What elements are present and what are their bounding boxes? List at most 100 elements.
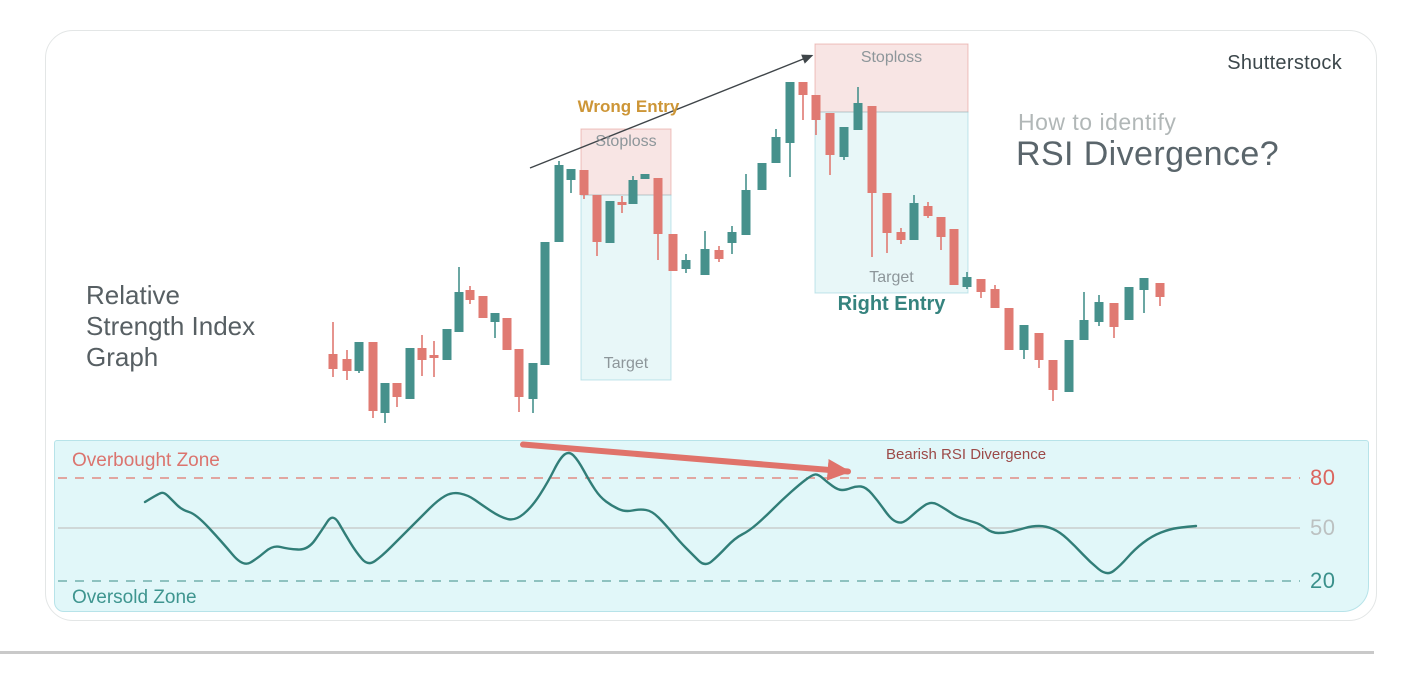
candle-body (1064, 340, 1074, 392)
candle-body (554, 165, 564, 242)
candle-body (990, 289, 1000, 308)
candle (1094, 295, 1104, 326)
candle (605, 201, 615, 243)
candle-body (354, 342, 364, 371)
candle (771, 129, 781, 163)
candle-body (853, 103, 863, 130)
wrong-entry-label: Wrong Entry (577, 97, 680, 116)
candle-body (380, 383, 390, 413)
candles-layer (328, 82, 1165, 423)
candle-body (896, 232, 906, 240)
candle-body (936, 217, 946, 237)
candle (429, 341, 439, 377)
rsi-layer (58, 441, 1300, 582)
candle (990, 285, 1000, 308)
candle-body (605, 201, 615, 243)
brand-watermark: Shutterstock (1227, 52, 1342, 74)
candle (514, 349, 524, 412)
candle (1124, 287, 1134, 320)
rsi-level-20: 20 (1310, 568, 1336, 593)
candle-body (771, 137, 781, 163)
candle (380, 383, 390, 423)
candle-body (700, 249, 710, 275)
candle-body (757, 163, 767, 190)
candle (628, 176, 638, 204)
candle (1079, 292, 1089, 340)
candle (354, 342, 364, 373)
candle-body (882, 193, 892, 233)
candle (328, 322, 338, 377)
candle (962, 272, 972, 289)
stoploss-label-2: Stoploss (860, 49, 923, 66)
price-chart-label-line3: Graph (86, 342, 159, 372)
candle-body (617, 202, 627, 205)
candle-body (962, 277, 972, 287)
rsi-level-80: 80 (1310, 465, 1336, 490)
candle-body (368, 342, 378, 411)
candle (825, 113, 835, 175)
overbought-zone-label: Overbought Zone (72, 450, 220, 471)
candle-body (909, 203, 919, 240)
candle (592, 195, 602, 256)
candle (653, 178, 663, 260)
candle (579, 170, 589, 199)
candle (1064, 340, 1074, 392)
price-chart-label: Relative Strength Index Graph (86, 280, 255, 373)
candle (1048, 360, 1058, 401)
candle-body (714, 250, 724, 259)
right-entry-label: Right Entry (837, 293, 946, 315)
candle (896, 228, 906, 244)
candle (1034, 333, 1044, 368)
candle-body (798, 82, 808, 95)
candle (882, 193, 892, 253)
candle-body (417, 348, 427, 360)
candle-body (490, 313, 500, 322)
rsi-panel (54, 440, 1369, 612)
candle (681, 254, 691, 273)
candle (640, 174, 650, 179)
candle (853, 87, 863, 130)
page-subtitle: How to identify (1018, 109, 1177, 135)
candle (798, 82, 808, 120)
candle-body (442, 329, 452, 360)
candle-body (811, 95, 821, 120)
annotation-layer (529, 54, 814, 169)
candle (839, 127, 849, 160)
candle-body (342, 359, 352, 371)
candle (478, 296, 488, 318)
candle-body (839, 127, 849, 157)
candle-body (1094, 302, 1104, 322)
candle-body (465, 290, 475, 300)
higher-high-trend-arrow (529, 54, 814, 169)
candle (1109, 303, 1119, 338)
candle (417, 335, 427, 376)
candle-body (628, 180, 638, 204)
candle-body (328, 354, 338, 369)
candle-body (429, 355, 439, 358)
price-chart-label-line2: Strength Index (86, 311, 256, 341)
candle-body (579, 170, 589, 195)
candle (554, 161, 564, 242)
candle (1004, 308, 1014, 350)
candle (757, 163, 767, 190)
candle-body (1034, 333, 1044, 360)
candle (392, 383, 402, 407)
candle-body (653, 178, 663, 234)
stoploss-zone (814, 43, 969, 113)
bearish-divergence-arrow (520, 441, 851, 481)
candle-body (741, 190, 751, 235)
candle-body (681, 260, 691, 269)
candle-body (1048, 360, 1058, 390)
candle (1155, 283, 1165, 306)
candle (700, 231, 710, 275)
candle-body (528, 363, 538, 399)
candle (490, 313, 500, 338)
candle (528, 363, 538, 413)
candle (405, 348, 415, 399)
candle-body (514, 349, 524, 397)
candle (454, 267, 464, 332)
candle (368, 342, 378, 418)
candle-body (727, 232, 737, 243)
candle-body (540, 242, 550, 365)
